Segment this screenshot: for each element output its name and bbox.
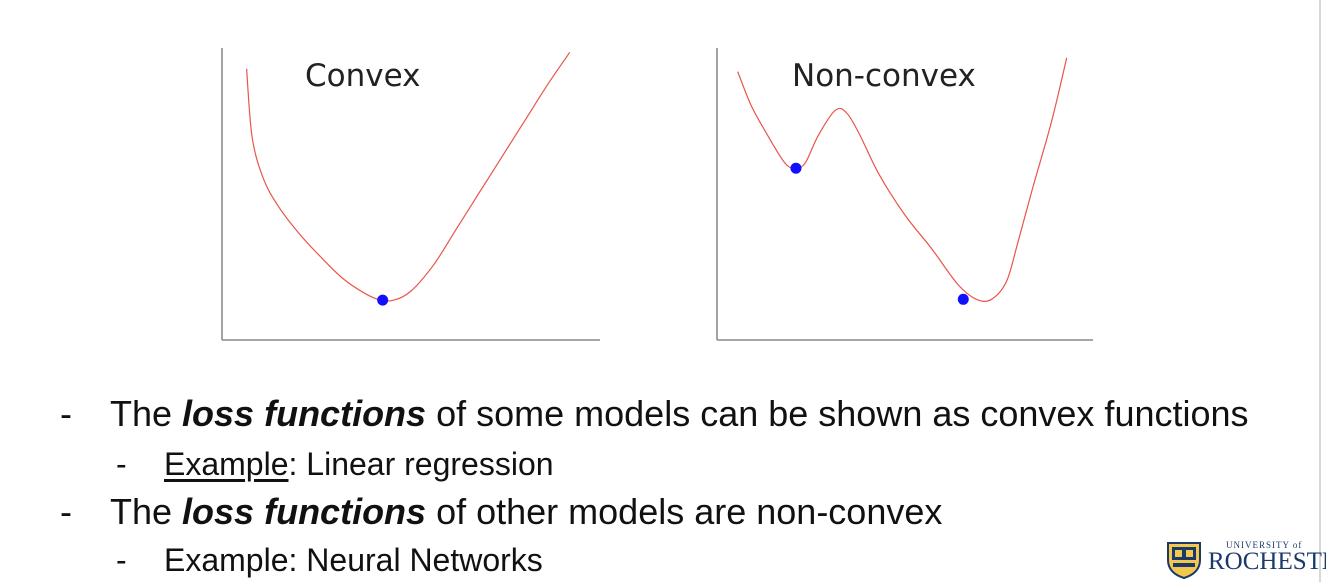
bullet-dash: -: [116, 542, 127, 578]
nonconvex-minimum-point-1: [790, 162, 802, 174]
bullet-emphasis: loss functions: [182, 491, 427, 532]
bullet-text-part: The: [110, 393, 183, 434]
slide-right-edge: [1319, 0, 1321, 582]
logo-big-text: ROCHESTE: [1208, 548, 1326, 575]
convex-chart-title: Convex: [305, 58, 420, 94]
bullet-text-part: Example: Neural Networks: [164, 542, 543, 578]
bullet-text-part: : Linear regression: [288, 446, 554, 482]
university-logo: UNIVERSITY of ROCHESTE: [1164, 538, 1326, 582]
bullet-dash: -: [60, 393, 72, 434]
nonconvex-curve: [737, 57, 1068, 302]
bullet-text-part: The: [110, 491, 183, 532]
nonconvex-chart-title: Non-convex: [792, 58, 976, 94]
bullet-text-part: of some models can be shown as convex fu…: [426, 393, 1249, 434]
bullet-dash: -: [116, 446, 127, 482]
bullet-text: The loss functions of some models can be…: [110, 392, 1249, 436]
nonconvex-points: [790, 162, 969, 305]
university-seal-icon: [1167, 542, 1201, 580]
convex-chart: Convex: [221, 48, 600, 341]
convexity-figure: Convex Non-convex: [221, 48, 1093, 341]
convexity-svg: Convex Non-convex: [221, 48, 1093, 341]
convex-points: [377, 294, 389, 306]
bullet-text: Example: Neural Networks: [164, 540, 543, 580]
convex-minimum-point-1: [377, 294, 389, 306]
bullet-underlined: Example: [164, 446, 289, 482]
logo-small-text: UNIVERSITY of: [1226, 540, 1303, 550]
bullet-dash: -: [60, 491, 72, 532]
bullet-text: Example: Linear regression: [164, 444, 554, 484]
bullet-text: The loss functions of other models are n…: [110, 490, 942, 534]
bullet-text-part: of other models are non-convex: [426, 491, 943, 532]
bullet-emphasis: loss functions: [182, 393, 427, 434]
nonconvex-chart: Non-convex: [716, 48, 1093, 341]
nonconvex-minimum-point-2: [957, 293, 969, 305]
